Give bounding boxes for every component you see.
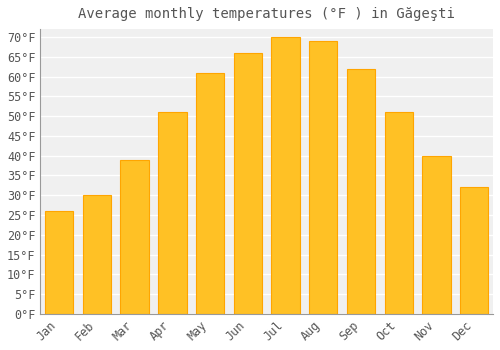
Title: Average monthly temperatures (°F ) in Găgeşti: Average monthly temperatures (°F ) in Gă… [78,7,455,21]
Bar [83,195,111,314]
Bar [158,112,186,314]
Bar [272,37,299,314]
Bar [45,211,74,314]
Bar [234,53,262,314]
Bar [196,72,224,314]
Bar [460,187,488,314]
Bar [309,41,338,314]
Bar [422,156,450,314]
Bar [347,69,375,314]
Bar [120,160,149,314]
Bar [384,112,413,314]
